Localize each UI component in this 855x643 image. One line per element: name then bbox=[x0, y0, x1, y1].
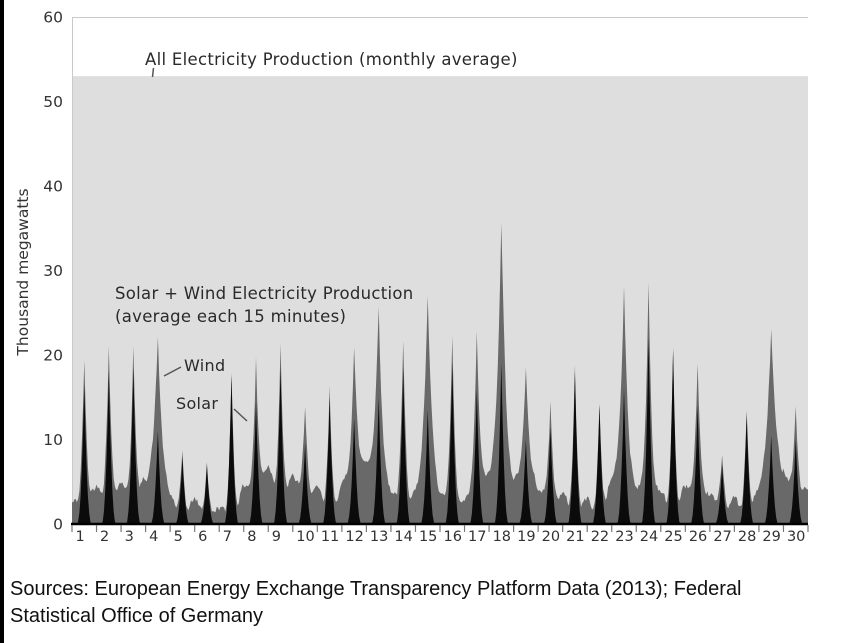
solar-leader-line bbox=[233, 408, 248, 422]
x-tick-label: 21 bbox=[566, 529, 584, 545]
wind-leader-line bbox=[163, 366, 182, 377]
all-production-annotation: All Electricity Production (monthly aver… bbox=[145, 50, 518, 69]
all-production-area bbox=[72, 76, 808, 525]
solar-wind-annotation: Solar + Wind Electricity Production (ave… bbox=[115, 282, 414, 328]
x-tick-label: 15 bbox=[419, 529, 437, 545]
y-tick-label: 10 bbox=[43, 431, 63, 449]
x-tick-label: 12 bbox=[345, 529, 363, 545]
x-tick-label: 28 bbox=[738, 529, 756, 545]
solar-series-label: Solar bbox=[176, 394, 219, 413]
x-tick-label: 24 bbox=[640, 529, 658, 545]
x-tick-label: 1 bbox=[76, 529, 85, 545]
x-tick-label: 10 bbox=[296, 529, 314, 545]
x-tick-label: 30 bbox=[787, 529, 805, 545]
solar-wind-annotation-line1: Solar + Wind Electricity Production bbox=[115, 284, 414, 303]
x-tick-label: 22 bbox=[591, 529, 609, 545]
x-tick-label: 20 bbox=[542, 529, 560, 545]
x-tick-label: 17 bbox=[468, 529, 486, 545]
x-tick-label: 27 bbox=[713, 529, 731, 545]
all-production-pointer-line bbox=[151, 67, 155, 78]
y-tick-label: 20 bbox=[43, 347, 63, 365]
sources-caption: Sources: European Energy Exchange Transp… bbox=[10, 578, 742, 627]
x-tick-label: 19 bbox=[517, 529, 535, 545]
y-tick-label: 30 bbox=[43, 262, 63, 280]
x-tick-label: 7 bbox=[223, 529, 232, 545]
solar-wind-annotation-line2: (average each 15 minutes) bbox=[115, 307, 347, 326]
y-tick-label: 60 bbox=[43, 9, 63, 27]
image-left-border bbox=[0, 0, 4, 643]
x-tick-label: 29 bbox=[762, 529, 780, 545]
x-tick-label: 11 bbox=[321, 529, 339, 545]
y-axis-title: Thousand megawatts bbox=[14, 188, 32, 356]
solar-area bbox=[72, 338, 808, 524]
x-tick-label: 16 bbox=[444, 529, 462, 545]
x-tick-label: 25 bbox=[664, 529, 682, 545]
x-tick-label: 5 bbox=[174, 529, 183, 545]
x-tick-label: 26 bbox=[689, 529, 707, 545]
y-tick-label: 50 bbox=[43, 93, 63, 111]
x-tick-label: 4 bbox=[149, 529, 158, 545]
wind-series-label: Wind bbox=[184, 356, 226, 375]
x-tick-label: 9 bbox=[272, 529, 281, 545]
x-tick-label: 6 bbox=[198, 529, 207, 545]
y-tick-label: 40 bbox=[43, 178, 63, 196]
x-tick-label: 3 bbox=[125, 529, 134, 545]
chart-svg: 1 2 3 4 5 6 7 8 9 10 11 12 13 14 15 16 17 18 19 20 21 22 23 24 2… bbox=[14, 9, 809, 545]
x-tick-label: 18 bbox=[493, 529, 511, 545]
x-tick-label: 2 bbox=[100, 529, 109, 545]
x-tick-label: 23 bbox=[615, 529, 633, 545]
x-tick-label: 8 bbox=[247, 529, 256, 545]
x-tick-label: 14 bbox=[394, 529, 412, 545]
y-tick-label: 0 bbox=[53, 516, 63, 534]
x-tick-label: 13 bbox=[370, 529, 388, 545]
